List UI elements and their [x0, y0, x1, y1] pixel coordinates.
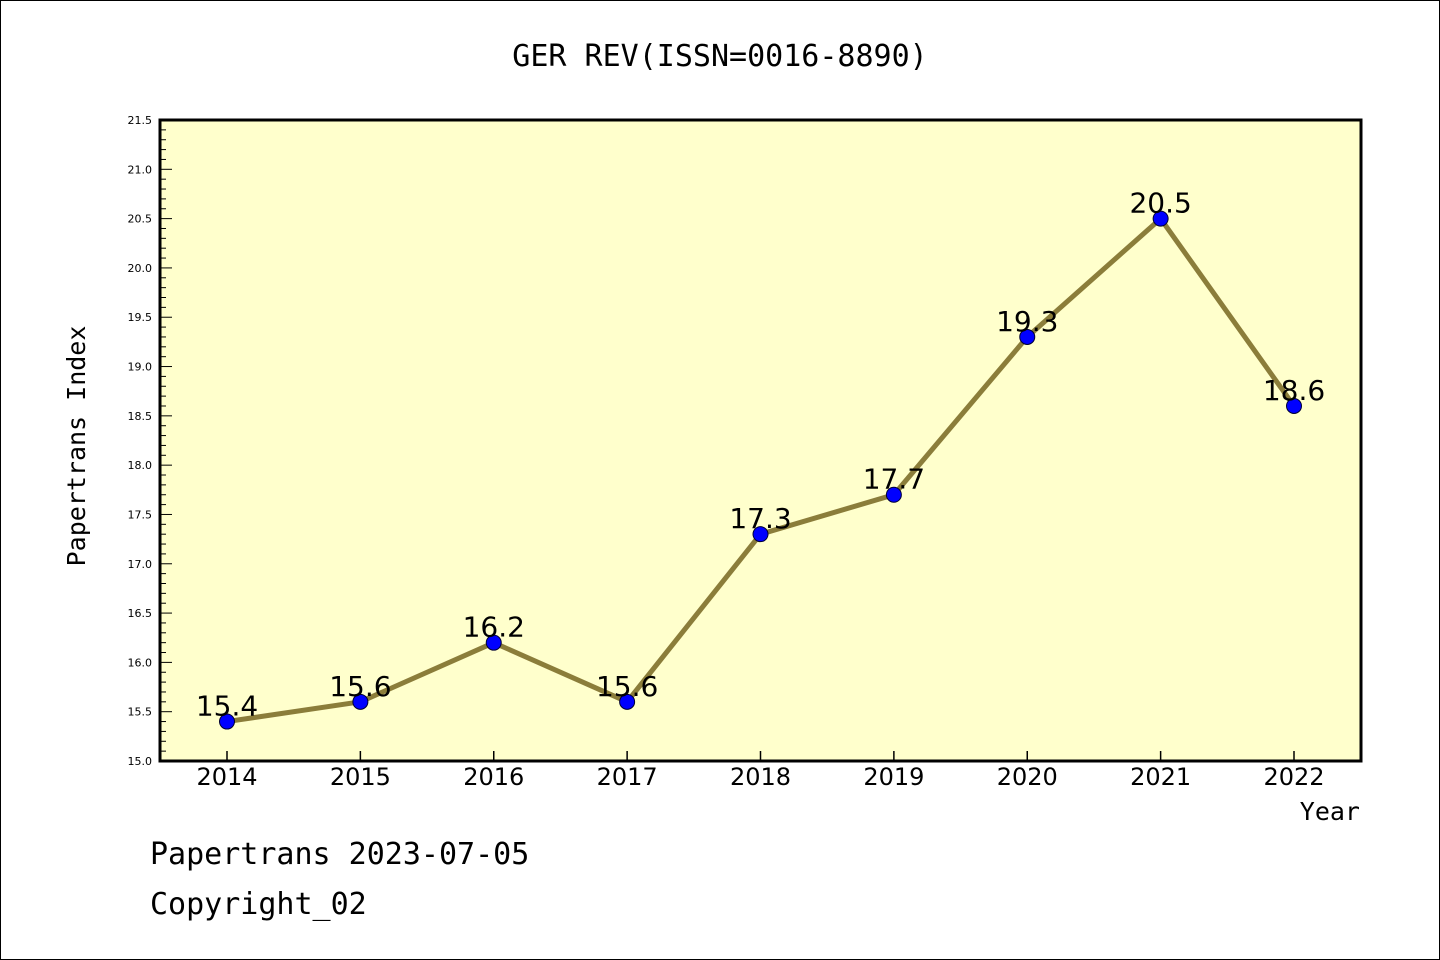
y-tick-label: 19.5: [128, 311, 153, 324]
x-tick-label: 2022: [1263, 763, 1324, 791]
data-point: [352, 693, 369, 710]
data-point: [1286, 397, 1302, 414]
y-tick-label: 19.0: [128, 361, 153, 374]
x-axis-label: Year: [1300, 797, 1360, 826]
y-tick-label: 21.5: [128, 114, 153, 127]
y-axis-label: Papertrans Index: [62, 326, 91, 567]
data-labels: 15.4 15.6 16.2 15.6 17.3 17.7 19.3 20.5 18.6: [196, 187, 1325, 723]
data-label: 16.2: [463, 611, 525, 644]
data-label: 19.3: [996, 305, 1058, 338]
x-axis: 2014 2015 2016 2017 2018 2019 2020 2021 2022: [196, 751, 1325, 791]
x-tick-label: 2016: [463, 763, 524, 791]
data-label: 15.6: [329, 670, 391, 703]
footer-copyright: Copyright_02: [150, 887, 367, 922]
y-tick-label: 18.5: [128, 410, 153, 423]
data-label: 17.3: [729, 502, 791, 535]
y-tick-label: 16.5: [128, 607, 153, 620]
x-tick-label: 2015: [330, 763, 391, 791]
y-tick-label: 15.0: [128, 755, 153, 768]
y-axis: 15.0 15.5 16.0 16.5 17.0 17.5 18.0 18.5 19.0 19.5…: [128, 114, 172, 768]
x-tick-label: 2019: [863, 763, 924, 791]
data-series: [219, 210, 1302, 730]
x-tick-label: 2017: [597, 763, 658, 791]
data-label: 20.5: [1129, 187, 1191, 220]
data-label: 15.4: [196, 690, 258, 723]
data-label: 18.6: [1263, 374, 1325, 407]
footer-date: Papertrans 2023-07-05: [150, 837, 529, 872]
data-point: [1152, 210, 1169, 227]
x-tick-label: 2018: [730, 763, 791, 791]
data-label: 17.7: [863, 463, 925, 496]
y-tick-label: 17.0: [128, 558, 153, 571]
y-tick-label: 20.5: [128, 213, 153, 226]
data-point: [219, 713, 235, 730]
data-point: [619, 693, 636, 710]
x-tick-label: 2020: [997, 763, 1058, 791]
data-point: [885, 486, 902, 503]
plot-area: [158, 118, 1363, 763]
x-tick-label: 2021: [1130, 763, 1191, 791]
data-point: [485, 634, 502, 651]
x-tick-label: 2014: [196, 763, 257, 791]
chart-title: GER REV(ISSN=0016-8890): [512, 39, 927, 74]
data-label: 15.6: [596, 670, 658, 703]
y-tick-label: 20.0: [128, 262, 153, 275]
y-tick-label: 17.5: [128, 508, 153, 521]
data-point: [752, 526, 769, 543]
y-tick-label: 15.5: [128, 706, 153, 719]
y-tick-label: 18.0: [128, 459, 153, 472]
data-point: [1019, 328, 1036, 345]
y-tick-label: 21.0: [128, 163, 153, 176]
y-tick-label: 16.0: [128, 656, 153, 669]
